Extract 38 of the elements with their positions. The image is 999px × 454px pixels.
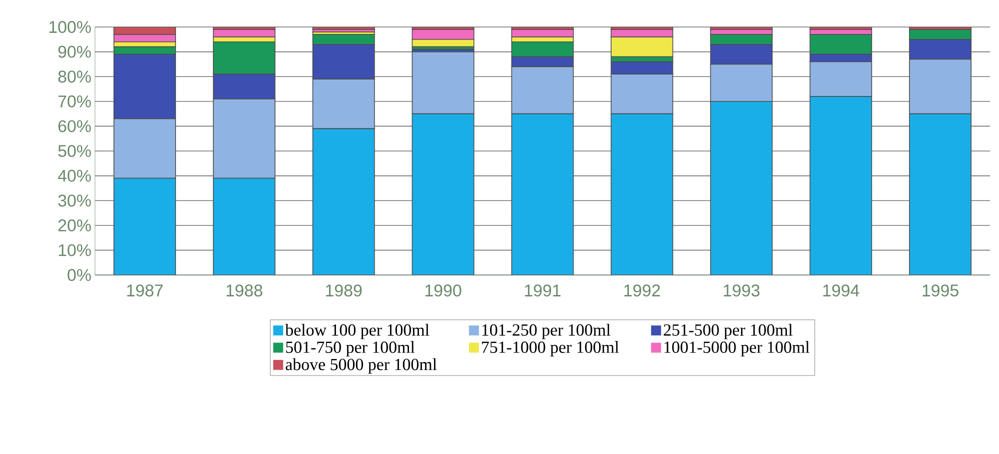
legend-label: above 5000 per 100ml [286, 358, 437, 374]
y-tick-label: 20% [58, 219, 91, 232]
y-tick-label: 80% [58, 70, 91, 83]
bar [511, 29, 574, 38]
x-tick-label: 1994 [823, 284, 860, 296]
x-tick-label: 1990 [426, 284, 462, 296]
x-tick-label: 1987 [127, 284, 163, 296]
bar [212, 29, 276, 38]
legend-label: 1001-5000 per 100ml [664, 341, 810, 356]
legend-label: 751-1000 per 100ml [482, 341, 619, 356]
y-tick-label: 50% [58, 145, 91, 157]
bar [810, 96, 872, 275]
x-tick-label: 1993 [724, 284, 760, 296]
x-tick-label: 1988 [226, 284, 262, 296]
y-tick-label: 60% [58, 120, 91, 132]
y-tick-label: 0% [68, 269, 91, 281]
x-tick-label: 1989 [326, 284, 362, 296]
bar [312, 128, 375, 275]
x-tick-label: 1992 [624, 284, 660, 296]
bar [610, 113, 674, 275]
bar [212, 178, 276, 275]
x-tick-label: 1991 [524, 284, 561, 296]
y-tick-label: 10% [58, 244, 91, 256]
y-tick-label: 70% [58, 95, 91, 108]
bar [113, 178, 176, 275]
y-tick-label: 90% [58, 46, 91, 58]
bar [412, 113, 474, 275]
legend-label: 251-500 per 100ml [664, 324, 793, 340]
bar [909, 113, 972, 275]
x-tick-label: 1995 [922, 284, 958, 296]
y-tick-label: 30% [58, 194, 91, 207]
y-tick-label: 100% [49, 21, 91, 33]
bar [511, 113, 574, 275]
legend-label: 101-250 per 100ml [482, 324, 610, 340]
legend-label: 501-750 per 100ml [286, 341, 415, 356]
bar [710, 101, 773, 275]
y-tick-label: 40% [58, 170, 91, 182]
legend-label: below 100 per 100ml [285, 324, 430, 340]
